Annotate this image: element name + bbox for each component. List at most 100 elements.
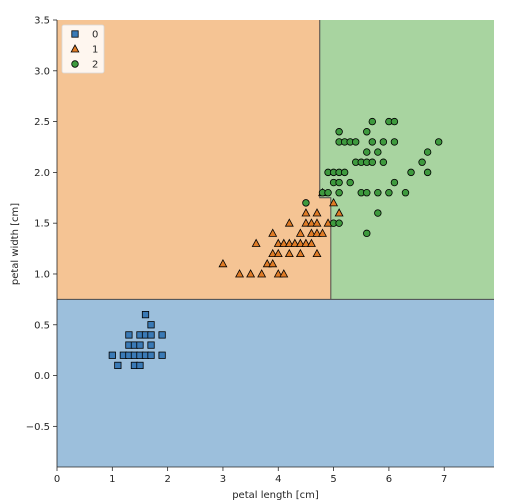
y-tick-label: 3.0 <box>34 66 50 77</box>
point-class-1 <box>284 218 294 227</box>
point-class-1 <box>268 258 278 268</box>
point-class-2 <box>335 219 343 227</box>
point-class-0 <box>147 351 155 359</box>
y-tick-label: 1.5 <box>34 219 50 230</box>
point-class-1 <box>273 238 283 247</box>
legend-marker-0 <box>71 30 79 38</box>
point-class-1 <box>306 218 316 227</box>
legend-label-2: 2 <box>92 60 98 71</box>
point-class-1 <box>268 228 278 237</box>
legend: 0 1 2 <box>61 24 105 74</box>
y-axis-label: petal width [cm] <box>10 203 21 285</box>
point-class-1 <box>306 228 316 237</box>
point-class-1 <box>301 208 311 217</box>
point-class-1 <box>268 248 278 258</box>
point-class-1 <box>312 228 322 237</box>
y-tick-label: 0.0 <box>34 371 50 382</box>
x-tick-label: 6 <box>386 474 392 485</box>
point-class-1 <box>279 238 289 247</box>
legend-label-0: 0 <box>92 30 98 41</box>
point-class-2 <box>434 138 443 146</box>
boundary-class-1-2 <box>319 20 332 300</box>
point-class-2 <box>368 117 377 126</box>
x-tick-label: 2 <box>164 474 170 485</box>
point-class-0 <box>147 331 155 339</box>
point-class-1 <box>257 269 267 278</box>
point-class-0 <box>147 321 155 329</box>
y-tick-label: 2.5 <box>34 117 50 128</box>
point-class-1 <box>290 238 300 247</box>
point-class-1 <box>235 269 245 278</box>
point-class-1 <box>262 258 272 268</box>
point-class-2 <box>390 117 399 126</box>
point-class-0 <box>114 361 122 370</box>
x-tick-label: 3 <box>220 474 226 485</box>
point-class-1 <box>295 228 305 237</box>
point-class-1 <box>312 248 322 258</box>
point-class-2 <box>423 148 432 156</box>
point-class-2 <box>418 158 426 166</box>
point-class-2 <box>368 138 377 146</box>
point-class-1 <box>295 248 305 258</box>
y-tick-label: 3.5 <box>34 16 50 27</box>
y-tick-label: 0.5 <box>34 320 50 331</box>
point-class-2 <box>374 209 382 217</box>
point-class-1 <box>284 238 294 247</box>
point-class-0 <box>158 351 166 359</box>
point-class-2 <box>379 158 388 166</box>
decision-regions <box>57 20 494 467</box>
region-class-2 <box>319 20 494 300</box>
point-class-2 <box>368 158 377 166</box>
legend-marker-1 <box>70 44 80 53</box>
point-class-2 <box>302 199 310 207</box>
point-class-1 <box>295 238 305 247</box>
legend-label-1: 1 <box>92 45 98 56</box>
y-tick-label: 1.0 <box>34 269 50 280</box>
point-class-0 <box>147 341 155 349</box>
point-class-1 <box>334 208 344 217</box>
point-class-1 <box>329 198 339 207</box>
point-class-1 <box>251 238 261 247</box>
point-class-1 <box>246 269 256 278</box>
region-class-0 <box>57 299 494 467</box>
point-class-2 <box>423 168 432 177</box>
point-class-0 <box>136 361 144 370</box>
point-class-2 <box>385 189 393 197</box>
point-class-2 <box>374 148 382 156</box>
point-class-0 <box>108 351 116 359</box>
legend-marker-2 <box>71 60 79 68</box>
point-class-1 <box>312 218 322 227</box>
x-tick-label: 5 <box>330 474 336 485</box>
y-tick-label: −0.5 <box>26 422 50 433</box>
point-class-0 <box>141 311 150 319</box>
point-class-2 <box>407 168 415 177</box>
x-tick-label: 4 <box>275 474 281 485</box>
point-class-2 <box>335 128 343 136</box>
x-tick-label: 1 <box>109 474 115 485</box>
point-class-2 <box>335 178 343 187</box>
point-class-2 <box>390 178 399 187</box>
point-class-1 <box>273 269 283 278</box>
point-class-2 <box>363 229 371 238</box>
point-class-1 <box>306 238 316 247</box>
point-class-1 <box>312 208 322 217</box>
point-class-1 <box>301 238 311 247</box>
point-class-2 <box>340 168 349 177</box>
point-class-1 <box>273 248 283 258</box>
point-class-2 <box>363 189 371 197</box>
point-class-2 <box>346 178 354 187</box>
data-points <box>108 117 443 370</box>
point-class-2 <box>324 189 332 197</box>
axes: 0 1 2 3 4 5 6 7 −0.5 0.0 0.5 1.0 1.5 2.0 2.5 3.0 3.5 <box>26 16 494 485</box>
point-class-1 <box>218 258 228 268</box>
point-class-1 <box>284 248 294 258</box>
x-tick-label: 0 <box>54 474 60 485</box>
point-class-0 <box>125 331 133 339</box>
x-axis-label: petal length [cm] <box>232 490 319 501</box>
point-class-2 <box>363 148 371 156</box>
point-class-2 <box>352 138 360 146</box>
point-class-2 <box>363 128 371 136</box>
point-class-1 <box>318 228 327 237</box>
point-class-1 <box>279 269 289 278</box>
